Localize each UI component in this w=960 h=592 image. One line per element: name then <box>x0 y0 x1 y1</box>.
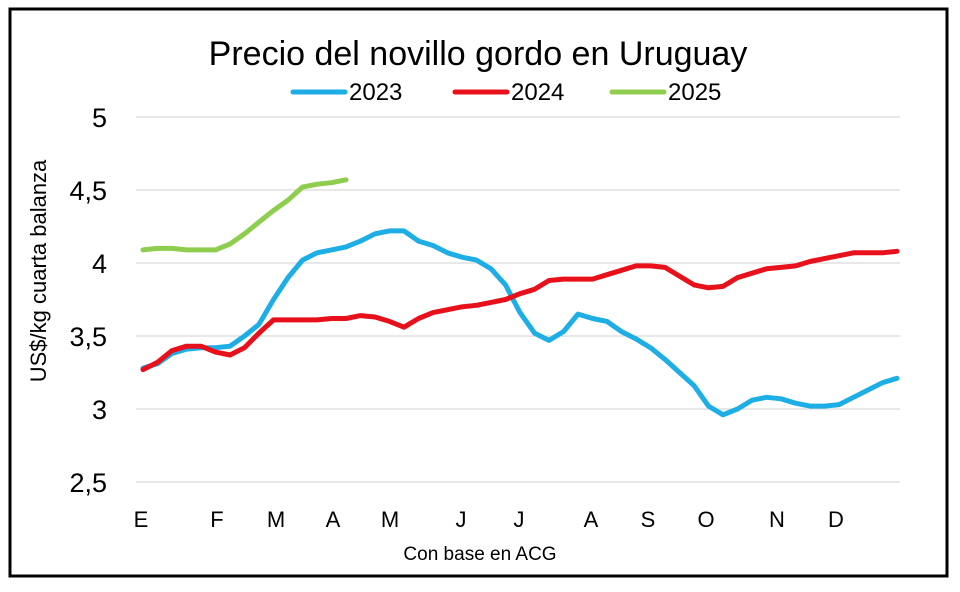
gridlines <box>136 116 900 483</box>
y-tick-label: 2,5 <box>69 468 107 498</box>
legend-label-2025: 2025 <box>668 79 721 106</box>
x-tick-label: J <box>456 507 467 532</box>
series-line-2023 <box>140 228 900 418</box>
x-tick-label: E <box>134 507 149 532</box>
series-line-2025 <box>140 177 349 253</box>
x-tick-label: A <box>584 507 599 532</box>
series-line-2024 <box>140 248 900 373</box>
chart-title: Precio del novillo gordo en Uruguay <box>209 35 748 73</box>
x-tick-label: O <box>697 507 714 532</box>
legend: 2023 2024 2025 <box>290 79 721 106</box>
y-axis-ticks: 5 4,5 4 3,5 3 2,5 <box>69 103 107 498</box>
x-tick-label: M <box>267 507 285 532</box>
x-axis-label: Con base en ACG <box>403 544 556 565</box>
x-tick-label: D <box>828 507 844 532</box>
y-tick-label: 3 <box>92 395 107 425</box>
x-tick-label: S <box>641 507 656 532</box>
y-tick-label: 3,5 <box>69 322 107 352</box>
x-tick-label: J <box>514 507 525 532</box>
y-tick-label: 5 <box>92 103 107 133</box>
x-tick-label: F <box>210 507 223 532</box>
x-tick-label: N <box>769 507 785 532</box>
legend-label-2024: 2024 <box>511 79 564 106</box>
y-tick-label: 4,5 <box>69 176 107 206</box>
x-tick-label: M <box>381 507 399 532</box>
y-tick-label: 4 <box>92 249 107 279</box>
y-axis-label: US$/kg cuarta balanza <box>26 159 51 382</box>
x-tick-label: A <box>326 507 341 532</box>
legend-label-2023: 2023 <box>349 79 402 106</box>
series-lines <box>140 177 900 418</box>
